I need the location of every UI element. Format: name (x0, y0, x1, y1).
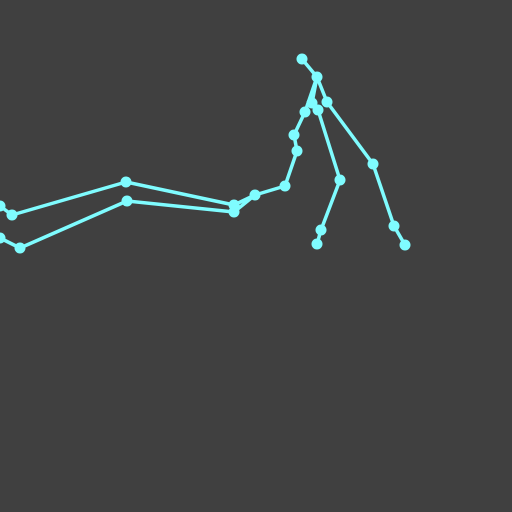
skeleton-joint (334, 174, 346, 186)
skeleton-joint (14, 242, 26, 254)
skeleton-joint (121, 195, 133, 207)
skeleton-joint (311, 71, 323, 83)
skeleton-joint (228, 206, 240, 218)
skeleton-joint (296, 53, 308, 65)
skeleton-joint (315, 224, 327, 236)
skeleton-joint (288, 129, 300, 141)
skeleton-joint (399, 239, 411, 251)
skeleton-joint (388, 220, 400, 232)
skeleton-joint (249, 189, 261, 201)
skeleton-bone (124, 180, 236, 207)
skeleton-joint (367, 158, 379, 170)
skeleton-joint (299, 106, 311, 118)
skeleton-bone (371, 162, 396, 228)
skeleton-joint (6, 209, 18, 221)
skeleton-bone (319, 178, 342, 232)
skeleton-joint (279, 180, 291, 192)
skeleton-joint (120, 176, 132, 188)
skeleton-bone (18, 199, 129, 250)
skeleton-joint (0, 232, 6, 244)
skeleton-bone (316, 108, 342, 182)
skeleton-bone (283, 149, 299, 188)
skeleton-bone (10, 180, 128, 217)
skeleton-joint (311, 238, 323, 250)
skeleton-bone (125, 199, 236, 214)
skeleton-joint (321, 96, 333, 108)
skeleton-bone (325, 100, 375, 166)
skeleton-joint (291, 145, 303, 157)
skeleton-joint (0, 200, 6, 212)
skeleton-joint (312, 104, 324, 116)
